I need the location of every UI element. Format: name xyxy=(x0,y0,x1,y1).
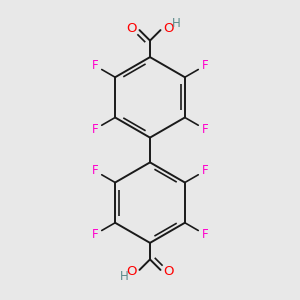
Text: O: O xyxy=(163,265,174,278)
Text: F: F xyxy=(92,123,98,136)
Text: F: F xyxy=(202,228,208,241)
Text: F: F xyxy=(92,228,98,241)
Text: F: F xyxy=(92,59,98,72)
Text: H: H xyxy=(120,270,128,283)
Text: O: O xyxy=(126,22,137,35)
Text: O: O xyxy=(126,265,137,278)
Text: F: F xyxy=(92,164,98,177)
Text: F: F xyxy=(202,123,208,136)
Text: H: H xyxy=(172,17,180,30)
Text: F: F xyxy=(202,59,208,72)
Text: F: F xyxy=(202,164,208,177)
Text: O: O xyxy=(163,22,174,35)
